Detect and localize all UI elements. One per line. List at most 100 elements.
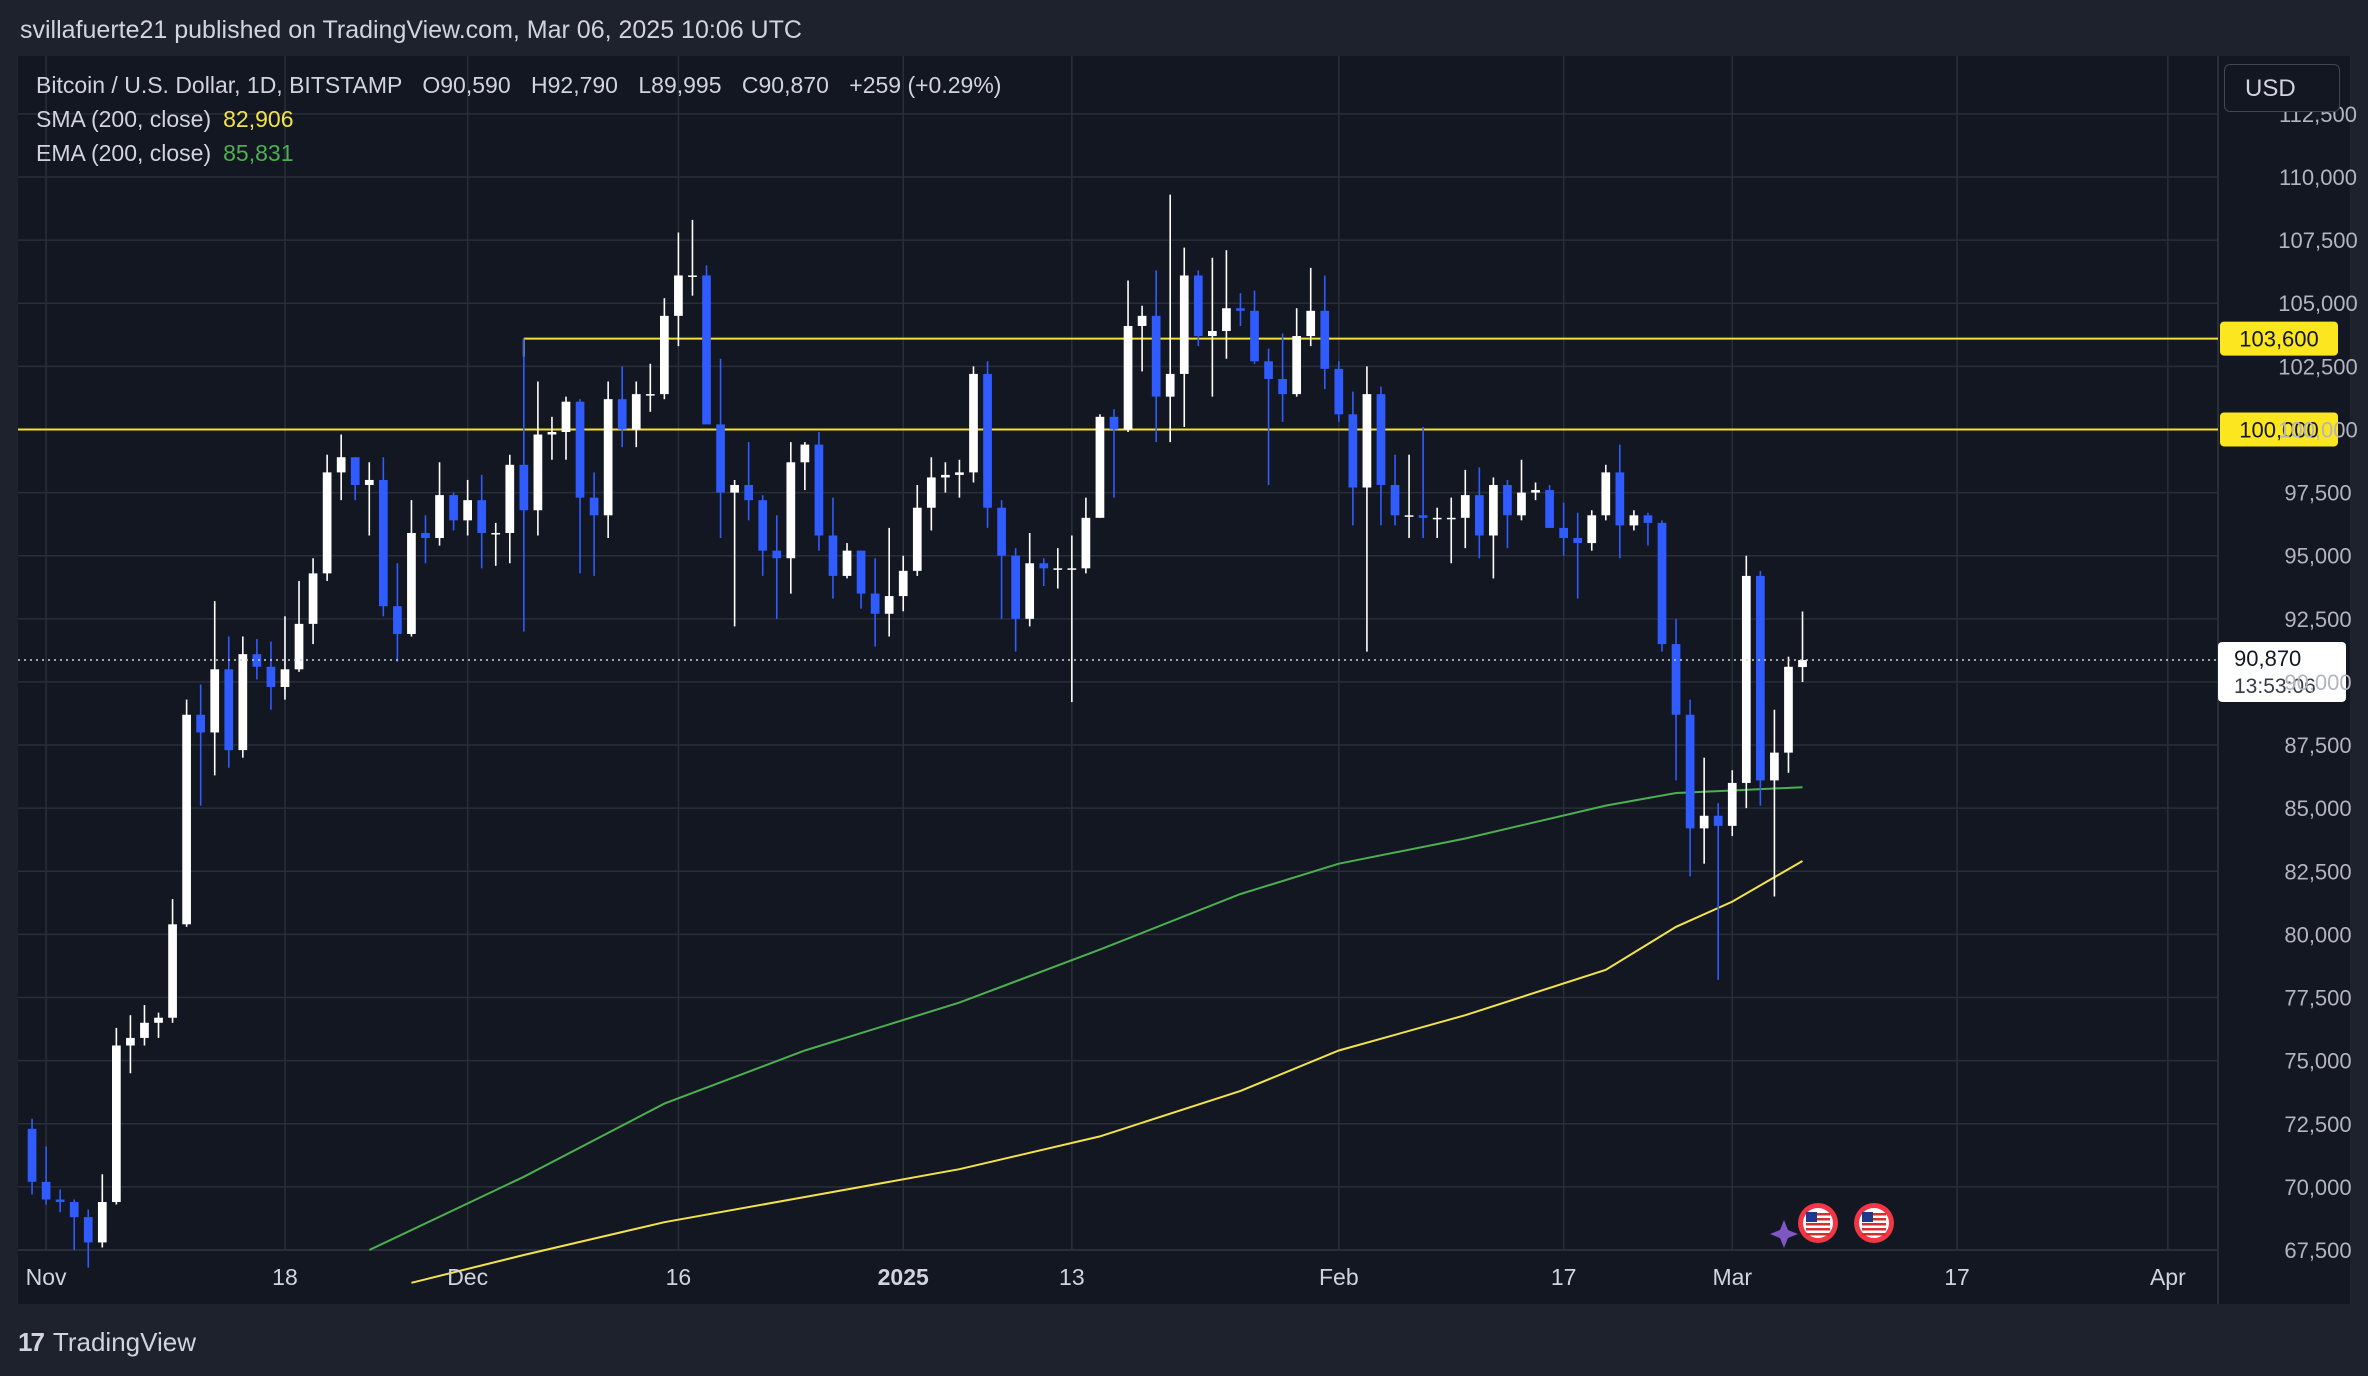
candle [55, 1189, 65, 1213]
candle [1699, 757, 1709, 864]
ema-value: 85,831 [223, 140, 294, 166]
flag-stripe [1862, 1213, 1886, 1216]
candle [350, 457, 360, 501]
candle [1432, 507, 1442, 539]
candle [997, 500, 1006, 619]
candle [1503, 479, 1512, 549]
close-value: C90,870 [741, 72, 829, 98]
y-tick-label: 90,000 [2284, 670, 2351, 695]
candle-body [744, 485, 754, 501]
candle [1784, 656, 1793, 773]
flag-stripe [1862, 1233, 1886, 1236]
ema-row[interactable]: EMA (200, close) 85,831 [36, 136, 1001, 170]
currency-button[interactable]: USD [2224, 64, 2340, 112]
candle-body [97, 1202, 107, 1243]
y-tick-label: 107,500 [2278, 228, 2358, 253]
candle-body [1489, 485, 1498, 536]
flag-usa-icon[interactable] [1798, 1203, 1838, 1243]
candle [1109, 409, 1119, 498]
ema-line [368, 786, 1803, 1251]
candle [1095, 414, 1105, 518]
candle-body [407, 532, 416, 634]
candle [800, 442, 810, 491]
candle [870, 558, 880, 647]
footer-brand[interactable]: 17 TradingView [18, 1320, 196, 1364]
candle [126, 1015, 135, 1074]
candle-body [1208, 330, 1217, 337]
flag-stripe [1862, 1223, 1886, 1226]
candle-body [1531, 490, 1540, 493]
y-tick-label: 95,000 [2284, 544, 2351, 569]
candle-body [631, 394, 641, 430]
candle-body [1264, 361, 1273, 379]
candle [561, 396, 571, 460]
candle [294, 580, 304, 672]
candle-body [575, 401, 585, 498]
x-tick-label: 2025 [878, 1264, 929, 1290]
candle-body [519, 464, 529, 511]
x-tick-label: 17 [1944, 1264, 1970, 1290]
candle-body [1503, 485, 1512, 516]
candle [884, 527, 894, 637]
candle-body [182, 714, 191, 925]
candle-body [224, 669, 234, 751]
candle [1474, 467, 1484, 559]
candle-body [336, 457, 346, 473]
candle-body [800, 444, 810, 463]
candle-body [294, 623, 304, 670]
x-tick-label: 13 [1059, 1264, 1085, 1290]
candle-body [1756, 575, 1765, 781]
candle [1587, 510, 1597, 551]
candle-body [660, 315, 669, 395]
candlesticks [27, 194, 1807, 1268]
candle-body [378, 479, 388, 607]
flag-usa-icon[interactable] [1854, 1203, 1894, 1243]
flag-stripe [1806, 1218, 1830, 1221]
sma-row[interactable]: SMA (200, close) 82,906 [36, 102, 1001, 136]
candle-body [983, 373, 992, 508]
candle [463, 479, 472, 536]
candle [1404, 454, 1414, 539]
candle [674, 232, 683, 347]
candle [772, 515, 782, 619]
candle [1770, 709, 1779, 897]
candle [336, 434, 346, 501]
candle-body [1011, 555, 1020, 619]
candle [407, 500, 416, 637]
candle [1643, 512, 1653, 546]
candle [631, 381, 641, 448]
candle [435, 462, 444, 546]
y-tick-label: 85,000 [2284, 796, 2351, 821]
candle-body [266, 666, 276, 687]
candle [154, 1012, 163, 1038]
candle [758, 495, 768, 576]
candle-body [674, 275, 683, 316]
candle-body [126, 1037, 135, 1046]
candle [1741, 555, 1751, 809]
symbol-label[interactable]: Bitcoin / U.S. Dollar, 1D, BITSTAMP [36, 72, 402, 98]
candle [519, 338, 529, 632]
candle [238, 636, 248, 758]
candle [140, 1005, 149, 1046]
candle-body [449, 495, 458, 521]
candle [1222, 250, 1231, 359]
candle-body [758, 500, 768, 551]
candle-body [69, 1202, 79, 1218]
y-tick-label: 110,000 [2279, 165, 2357, 190]
candle [842, 543, 852, 579]
candle [252, 639, 262, 680]
candle [1236, 293, 1245, 326]
candle-body [1727, 782, 1737, 826]
candle [941, 462, 950, 493]
candle-body [1671, 644, 1681, 715]
candle [491, 522, 501, 566]
candle-body [561, 401, 571, 432]
ema-label: EMA (200, close) [36, 140, 212, 166]
candle-body [1784, 666, 1793, 753]
candle-body [1713, 815, 1723, 826]
candle [83, 1209, 93, 1268]
candle-body [1446, 517, 1456, 520]
flag-canton [1862, 1212, 1873, 1222]
candle [224, 636, 234, 768]
